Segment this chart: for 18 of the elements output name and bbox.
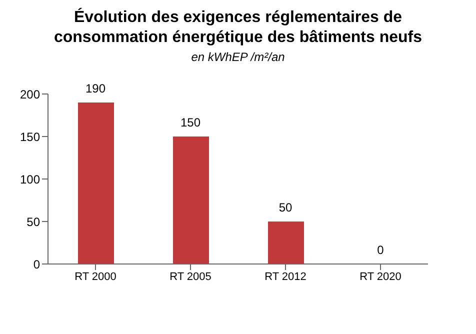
chart-title: Évolution des exigences réglementaires de consommation énergétique des bâtiments neufs: [52, 8, 424, 48]
x-tick-label: RT 2000: [74, 270, 116, 283]
x-tick-label: RT 2012: [264, 270, 306, 283]
y-tick-label: 150: [20, 130, 40, 144]
bar: [268, 222, 304, 264]
y-tick-label: 100: [20, 172, 40, 186]
bar: [78, 102, 114, 264]
data-label: 150: [180, 116, 201, 130]
x-tick-label: RT 2005: [170, 270, 212, 283]
y-tick-label: 200: [20, 87, 40, 102]
data-label: 50: [278, 200, 292, 214]
bar: [173, 136, 209, 264]
chart-subtitle: en kWhEP /m²/an: [190, 50, 286, 64]
x-tick-label: RT 2020: [360, 270, 402, 283]
data-label: 190: [85, 82, 106, 96]
data-label: 0: [377, 243, 384, 257]
y-tick-label: 50: [26, 214, 40, 229]
y-tick-label: 0: [33, 257, 40, 272]
